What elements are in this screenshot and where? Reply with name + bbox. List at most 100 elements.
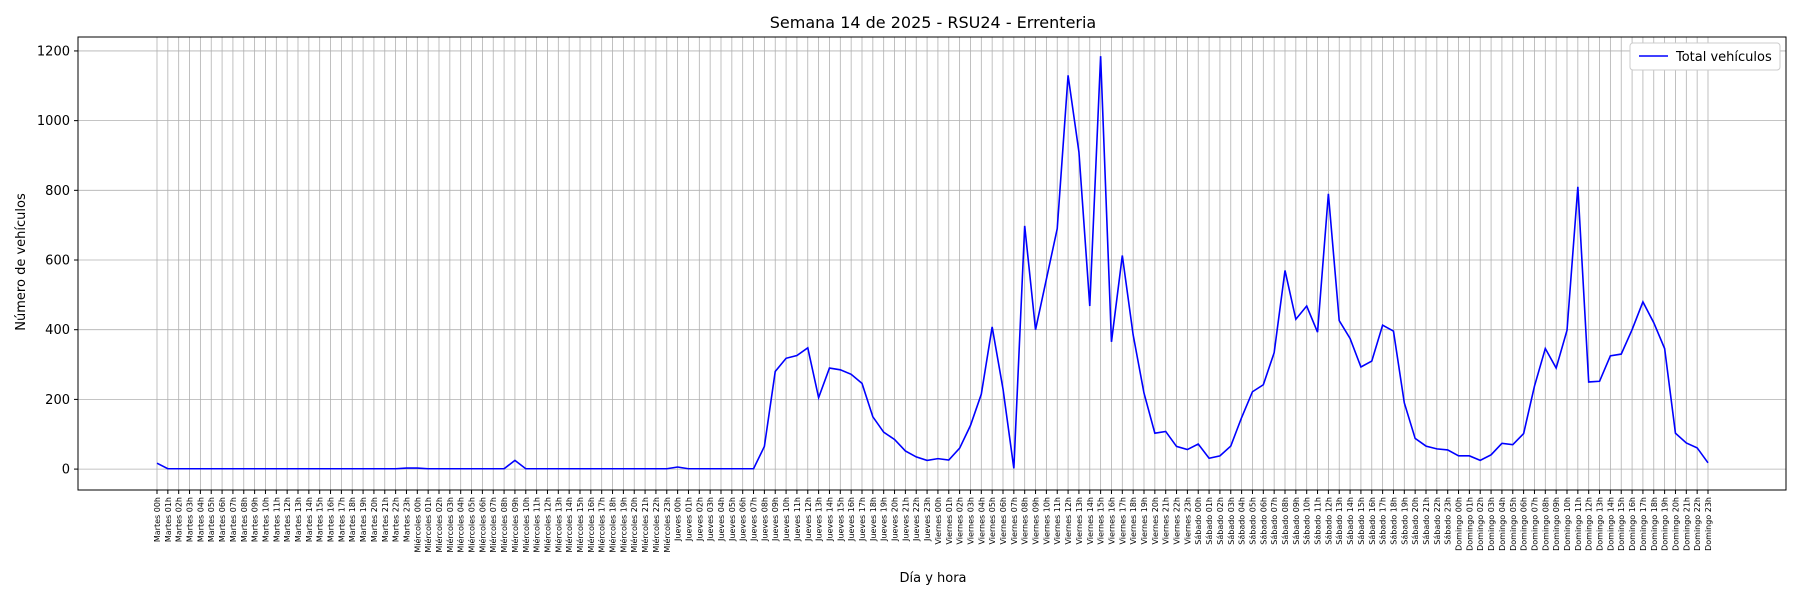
y-grid [78, 50, 1786, 470]
x-tick-label: Jueves 07h [750, 497, 759, 542]
x-tick-label: Jueves 19h [880, 497, 889, 542]
x-tick-label: Martes 15h [316, 497, 325, 542]
x-tick-label: Viernes 02h [956, 497, 965, 545]
x-tick-label: Domingo 18h [1650, 497, 1659, 551]
x-tick-label: Jueves 06h [739, 497, 748, 542]
x-tick-label: Martes 04h [196, 497, 205, 542]
x-tick-label: Jueves 03h [706, 497, 715, 542]
x-tick-label: Martes 22h [392, 497, 401, 542]
x-tick-label: Miércoles 13h [553, 497, 563, 553]
x-tick-label: Martes 10h [261, 497, 270, 542]
x-tick-label: Miércoles 00h [412, 497, 422, 553]
x-tick-label: Domingo 04h [1498, 497, 1507, 551]
x-tick-label: Miércoles 04h [456, 497, 466, 553]
x-tick-label: Viernes 03h [966, 497, 975, 545]
x-tick-label: Miércoles 18h [608, 497, 618, 553]
y-tick-label: 200 [45, 393, 70, 408]
x-tick-label: Sábado 23h [1444, 497, 1453, 545]
x-tick-label: Martes 20h [370, 497, 379, 542]
x-tick-label: Domingo 16h [1628, 497, 1637, 551]
x-tick-label: Domingo 08h [1541, 497, 1550, 551]
x-tick-label: Jueves 10h [782, 497, 791, 542]
x-tick-label: Viernes 05h [988, 497, 997, 545]
x-tick-label: Jueves 21h [901, 497, 910, 542]
x-tick-label: Domingo 00h [1455, 497, 1464, 551]
x-tick-label: Miércoles 19h [618, 497, 628, 553]
x-tick-label: Sábado 04h [1238, 497, 1247, 545]
x-tick-label: Domingo 06h [1520, 497, 1529, 551]
x-tick-label: Viernes 10h [1042, 497, 1051, 545]
x-tick-label: Domingo 07h [1530, 497, 1539, 551]
x-tick-label: Jueves 18h [869, 497, 878, 542]
x-tick-label: Jueves 12h [804, 497, 813, 542]
x-tick-label: Sábado 15h [1357, 497, 1366, 545]
x-tick-label: Martes 05h [207, 497, 216, 542]
x-tick-label: Martes 16h [327, 497, 336, 542]
x-tick-label: Miércoles 06h [477, 497, 487, 553]
x-tick-label: Sábado 10h [1303, 497, 1312, 545]
x-tick-label: Martes 12h [283, 497, 292, 542]
x-tick-label: Martes 08h [240, 497, 249, 542]
x-tick-label: Viernes 09h [1032, 497, 1041, 545]
series-line-total-vehiculos [156, 56, 1709, 470]
x-tick-label: Martes 02h [175, 497, 184, 542]
y-tick-label: 1200 [37, 44, 70, 59]
x-tick-label: Viernes 14h [1086, 497, 1095, 545]
x-tick-label: Sábado 12h [1324, 497, 1333, 545]
x-tick-label: Domingo 20h [1671, 497, 1680, 551]
x-tick-label: Domingo 23h [1704, 497, 1713, 551]
x-tick-label: Miércoles 07h [488, 497, 498, 553]
x-tick-label: Jueves 13h [815, 497, 824, 542]
x-tick-label: Domingo 12h [1585, 497, 1594, 551]
x-tick-label: Domingo 22h [1693, 497, 1702, 551]
x-tick-label: Martes 17h [337, 497, 346, 542]
x-tick-label: Jueves 04h [717, 497, 726, 542]
x-tick-label: Viernes 22h [1173, 497, 1182, 545]
x-tick-label: Domingo 17h [1639, 497, 1648, 551]
x-tick-label: Domingo 21h [1682, 497, 1691, 551]
y-tick-label: 800 [45, 184, 70, 199]
x-tick-label: Sábado 06h [1259, 497, 1268, 545]
x-tick-label: Domingo 01h [1465, 497, 1474, 551]
x-tick-label: Sábado 11h [1314, 497, 1323, 545]
x-tick-label: Martes 07h [229, 497, 238, 542]
x-tick-label: Sábado 20h [1411, 497, 1420, 545]
plot-area [77, 36, 1787, 491]
x-tick-label: Martes 00h [153, 497, 162, 542]
x-tick-label: Domingo 13h [1596, 497, 1605, 551]
x-tick-label: Domingo 15h [1617, 497, 1626, 551]
x-tick-label: Domingo 10h [1563, 497, 1572, 551]
x-tick-label: Miércoles 03h [445, 497, 455, 553]
x-tick-label: Miércoles 17h [597, 497, 607, 553]
x-tick-label: Martes 23h [402, 497, 411, 542]
x-tick-label: Jueves 08h [760, 497, 769, 542]
x-tick-label: Jueves 14h [825, 497, 834, 542]
x-tick-label: Miércoles 22h [651, 497, 661, 553]
x-tick-label: Sábado 14h [1346, 497, 1355, 545]
x-tick-label: Miércoles 21h [640, 497, 650, 553]
x-tick-label: Jueves 01h [684, 497, 693, 542]
x-tick-label: Miércoles 08h [499, 497, 509, 553]
x-tick-label: Viernes 08h [1021, 497, 1030, 545]
x-tick-label: Domingo 11h [1574, 497, 1583, 551]
x-tick-label: Domingo 09h [1552, 497, 1561, 551]
x-tick-label: Sábado 21h [1422, 497, 1431, 545]
x-tick-label: Martes 14h [305, 497, 314, 542]
x-tick-label: Domingo 05h [1509, 497, 1518, 551]
x-tick-label: Martes 09h [251, 497, 260, 542]
x-tick-label: Jueves 11h [793, 497, 802, 542]
legend-box [1629, 42, 1781, 71]
x-tick-label: Viernes 00h [934, 497, 943, 545]
x-tick-label: Martes 03h [186, 497, 195, 542]
y-tick-label: 1000 [37, 114, 70, 129]
x-tick-label: Viernes 11h [1053, 497, 1062, 545]
x-tick-label: Miércoles 23h [662, 497, 672, 553]
x-tick-label: Jueves 02h [695, 497, 704, 542]
y-tick-label: 600 [45, 254, 70, 269]
legend-label: Total vehículos [1675, 50, 1772, 65]
x-tick-label: Jueves 16h [847, 497, 856, 542]
x-tick-label: Sábado 13h [1335, 497, 1344, 545]
x-tick-label: Jueves 00h [674, 497, 683, 542]
x-tick-label: Jueves 20h [891, 497, 900, 542]
